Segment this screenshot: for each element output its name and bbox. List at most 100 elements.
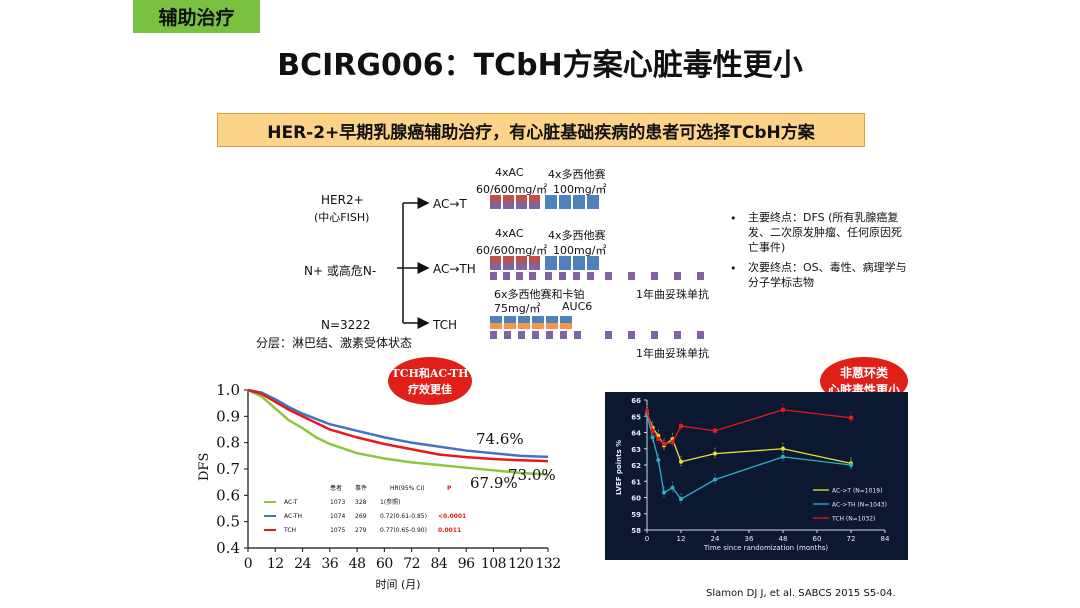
arm2-ac-top-0 bbox=[490, 256, 501, 263]
arm3-trastuzumab-dose-9 bbox=[651, 331, 658, 339]
arm2-ac-bot-0 bbox=[490, 263, 501, 270]
efficacy-callout-line1: TCH和AC-TH bbox=[391, 367, 469, 380]
dfs-table-cell: 1074 bbox=[330, 513, 345, 520]
arm2-ac-top-3 bbox=[529, 256, 540, 263]
arm2-docetaxel-3 bbox=[587, 256, 599, 270]
section-tag: 辅助治疗 bbox=[133, 0, 260, 33]
lvef-legend-label: AC->TH (N=1043) bbox=[832, 502, 887, 509]
dfs-y-label: DFS bbox=[197, 453, 212, 481]
lvef-xtick-label: 24 bbox=[711, 535, 720, 543]
arm2-ac-top-2 bbox=[516, 256, 527, 263]
lvef-point bbox=[781, 454, 785, 459]
arm2-trastuzumab-dose-8 bbox=[605, 272, 612, 280]
arm3-trastuzumab-note: 1年曲妥珠单抗 bbox=[636, 347, 709, 360]
population-n: N=3222 bbox=[321, 318, 371, 332]
dfs-annotation: 74.6% bbox=[476, 430, 524, 448]
cardiotox-callout-line1: 非蒽环类 bbox=[839, 366, 888, 380]
lvef-legend-label: TCH (N=1032) bbox=[831, 516, 875, 523]
dfs-xtick-label: 12 bbox=[267, 556, 284, 572]
arm3-trastuzumab-dose-2 bbox=[518, 331, 525, 339]
arm3-carboplatin-5 bbox=[560, 323, 572, 329]
lvef-chart-panel bbox=[605, 392, 908, 560]
lvef-series-2 bbox=[646, 409, 852, 445]
dfs-annotation: 73.0% bbox=[508, 466, 556, 484]
lvef-y-label: LVEF points % bbox=[615, 440, 623, 495]
dfs-xtick-label: 36 bbox=[321, 556, 338, 572]
arm2-ac-dose: 60/600mg/㎡ bbox=[476, 244, 548, 257]
lvef-legend-label: AC->T (N=1019) bbox=[832, 488, 882, 495]
arm2-trastuzumab-dose-6 bbox=[573, 272, 580, 280]
arm2-docetaxel-0 bbox=[545, 256, 557, 270]
lvef-point bbox=[662, 441, 666, 446]
population-nodes: N+ 或高危N- bbox=[304, 264, 377, 278]
dfs-xtick-label: 84 bbox=[430, 556, 447, 572]
page-title: BCIRG006：TCbH方案心脏毒性更小 bbox=[277, 48, 803, 83]
lvef-point bbox=[650, 428, 655, 433]
arm3-trastuzumab-dose-4 bbox=[546, 331, 553, 339]
lvef-xtick-label: 12 bbox=[677, 535, 686, 543]
lvef-point bbox=[713, 428, 717, 433]
arm2-ac-bot-1 bbox=[503, 263, 514, 270]
arm3-trastuzumab-dose-5 bbox=[560, 331, 567, 339]
arm3-docetaxel-dose: 75mg/㎡ bbox=[494, 302, 541, 315]
key-message-banner: HER-2+早期乳腺癌辅助治疗，有心脏基础疾病的患者可选择TCbH方案 bbox=[217, 113, 865, 147]
arm2-docetaxel-label: 4x多西他赛 bbox=[548, 229, 606, 242]
lvef-ytick-label: 58 bbox=[631, 527, 641, 535]
arm1-ac-bot-3 bbox=[529, 202, 540, 209]
arm3-trastuzumab-dose-7 bbox=[605, 331, 612, 339]
lvef-xtick-label: 48 bbox=[779, 535, 788, 543]
arm3-trastuzumab-dose-6 bbox=[574, 331, 581, 339]
lvef-point bbox=[670, 440, 675, 445]
dfs-x-label: 时间 (月) bbox=[375, 578, 420, 590]
dfs-series-ac-th bbox=[247, 388, 549, 459]
dfs-xtick-label: 60 bbox=[376, 556, 393, 572]
arm3-docetaxel-3 bbox=[532, 316, 544, 323]
arm3-carboplatin-0 bbox=[490, 323, 502, 329]
arm2-trastuzumab-dose-5 bbox=[559, 272, 566, 280]
arm1-ac-label: 4xAC bbox=[495, 166, 524, 179]
arm2-trastuzumab-dose-2 bbox=[516, 272, 523, 280]
lvef-point bbox=[679, 497, 683, 502]
arm3-regimen-label: 6x多西他赛和卡铂 bbox=[494, 288, 585, 301]
arm1-ac-top-2 bbox=[516, 195, 527, 202]
arm2-trastuzumab-dose-9 bbox=[628, 272, 635, 280]
dfs-table-cell: 1075 bbox=[330, 527, 345, 534]
dfs-table-cell: 0.72(0.61-0.85) bbox=[380, 513, 427, 520]
lvef-point bbox=[656, 437, 661, 441]
lvef-xtick-label: 84 bbox=[881, 535, 890, 543]
dfs-ytick-label: 0.5 bbox=[216, 513, 240, 531]
dfs-table-cell: 269 bbox=[355, 513, 367, 520]
arm3-trastuzumab-dose-3 bbox=[532, 331, 539, 339]
dfs-xtick-label: 48 bbox=[349, 556, 366, 572]
arm1-docetaxel-3 bbox=[587, 195, 599, 209]
dfs-table-header: HR(95% CI) bbox=[390, 485, 425, 492]
dfs-ytick-label: 0.6 bbox=[216, 486, 240, 504]
lvef-xtick-label: 60 bbox=[813, 535, 822, 543]
lvef-ytick-label: 65 bbox=[631, 413, 641, 421]
lvef-ytick-label: 61 bbox=[631, 478, 641, 486]
primary-endpoint: 主要终点：DFS (所有乳腺癌复发、二次原发肿瘤、任何原因死亡事件) bbox=[748, 211, 902, 254]
arm2-trastuzumab-dose-1 bbox=[503, 272, 510, 280]
population-her2: HER2+ bbox=[321, 193, 364, 207]
dfs-annotation: 67.9% bbox=[470, 474, 518, 492]
lvef-point bbox=[679, 424, 683, 428]
lvef-ytick-label: 59 bbox=[631, 511, 641, 519]
arm1-docetaxel-2 bbox=[573, 195, 585, 209]
dfs-table-cell: 1073 bbox=[330, 499, 345, 506]
dfs-table-cell: 328 bbox=[355, 499, 367, 506]
arm2-trastuzumab-dose-7 bbox=[587, 272, 594, 280]
dfs-ytick-label: 0.4 bbox=[216, 539, 240, 557]
arm2-trastuzumab-dose-10 bbox=[651, 272, 658, 280]
bullet-2: • bbox=[730, 262, 737, 275]
arm2-trastuzumab-dose-11 bbox=[674, 272, 681, 280]
lvef-point bbox=[670, 485, 675, 490]
arm3-docetaxel-0 bbox=[490, 316, 502, 323]
arm3-trastuzumab-dose-0 bbox=[490, 331, 497, 339]
dfs-km-chart: 0.4 0.5 0.6 0.7 0.8 0.9 1.0 0 12 24 36 48 60 72 84 96 10… bbox=[197, 381, 561, 590]
lvef-point bbox=[781, 446, 785, 451]
arm3-carboplatin-4 bbox=[546, 323, 558, 329]
dfs-table-cell: <0.0001 bbox=[438, 513, 466, 520]
lvef-x-label: Time since randomization (months) bbox=[703, 544, 829, 552]
